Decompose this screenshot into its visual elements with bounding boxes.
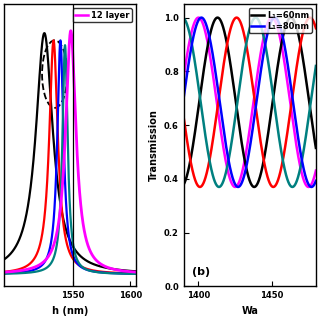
X-axis label: h (nm): h (nm) — [52, 306, 88, 316]
Legend: 12 layer: 12 layer — [73, 8, 132, 22]
Legend: L₁=60nm, L₁=80nm: L₁=60nm, L₁=80nm — [249, 8, 312, 33]
X-axis label: Wa: Wa — [241, 306, 258, 316]
Text: (b): (b) — [192, 267, 210, 277]
Y-axis label: Transmission: Transmission — [148, 109, 158, 181]
